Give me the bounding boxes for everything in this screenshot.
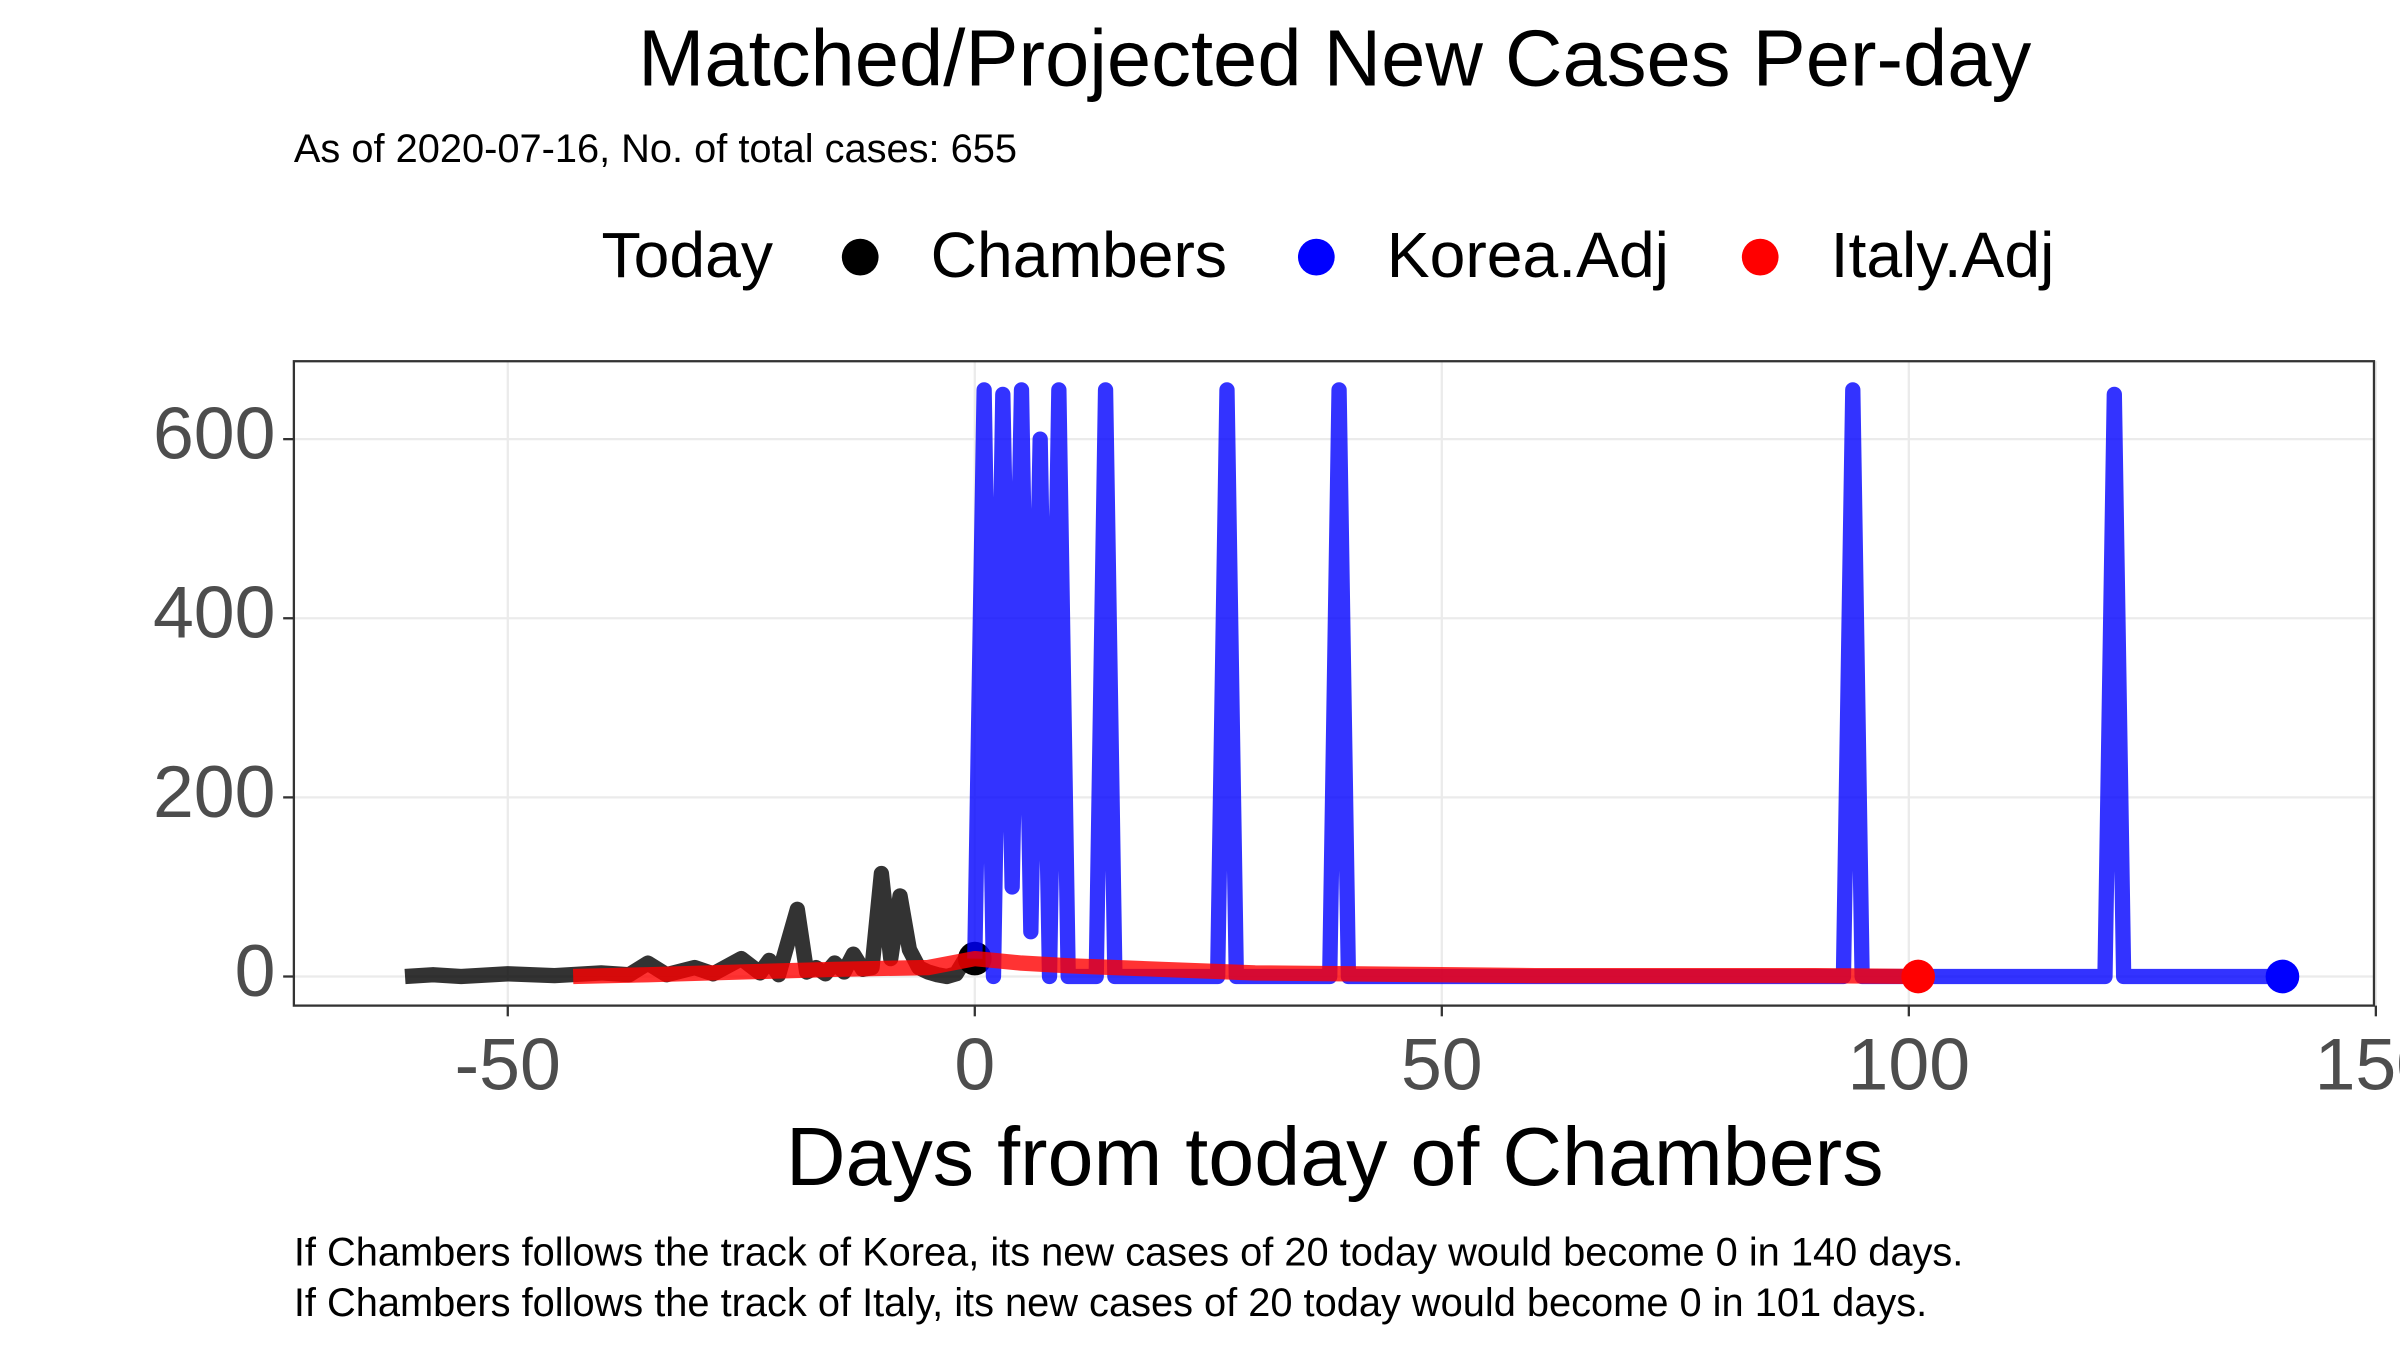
legend-marker (841, 238, 879, 276)
legend-title: Today (602, 219, 773, 291)
plot-border (292, 360, 2376, 1007)
legend-marker (1297, 238, 1335, 276)
x-tick-label: 150 (2315, 1022, 2400, 1105)
legend-label: Italy.Adj (1831, 219, 2055, 291)
legend-label: Chambers (931, 219, 1227, 291)
legend-marker (1741, 238, 1779, 276)
series-line (572, 950, 1919, 985)
x-tick-label: 0 (954, 1022, 995, 1105)
note: If Chambers follows the track of Italy, … (294, 1281, 1927, 1325)
today-marker (1901, 959, 1936, 994)
note: If Chambers follows the track of Korea, … (294, 1231, 1963, 1275)
x-axis-label: Days from today of Chambers (786, 1110, 1884, 1203)
y-tick-label: 400 (153, 571, 276, 654)
today-marker (2265, 959, 2300, 994)
legend-label: Korea.Adj (1387, 219, 1669, 291)
x-tick-label: 100 (1848, 1022, 1971, 1105)
y-tick-label: 200 (153, 750, 276, 833)
y-tick-label: 600 (153, 392, 276, 475)
chart-title: Matched/Projected New Cases Per-day (638, 13, 2031, 102)
x-tick-label: 50 (1401, 1022, 1483, 1105)
x-tick-label: -50 (455, 1022, 561, 1105)
subtitle: As of 2020-07-16, No. of total cases: 65… (294, 127, 1017, 171)
y-tick-label: 0 (235, 929, 276, 1012)
series-line (967, 382, 2283, 985)
